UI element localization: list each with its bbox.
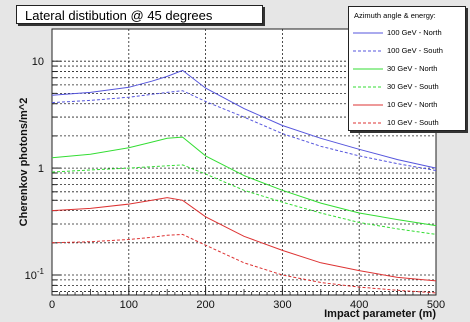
legend-entries: 100 GeV - North 100 GeV - South 30 GeV - N… <box>349 24 465 132</box>
grid-lines <box>52 28 436 295</box>
series-lines <box>51 69 437 294</box>
x-tick-label: 400 <box>350 299 368 311</box>
legend-entry: 10 GeV - North <box>349 96 465 114</box>
y-tick-label: 10 <box>32 56 44 68</box>
legend-label: 10 GeV - South <box>387 118 439 127</box>
legend-entry: 100 GeV - North <box>349 24 465 42</box>
series-line-4 <box>51 164 437 235</box>
x-tick-label: 500 <box>427 299 445 311</box>
series-line-2 <box>51 90 437 171</box>
y-axis-label: Cherenkov photons/m^2 <box>18 98 30 227</box>
x-tick-label: 100 <box>120 299 138 311</box>
legend-title: Azimuth angle & energy: <box>354 11 436 20</box>
y-tick-label: 1 <box>38 163 44 175</box>
legend-swatch <box>353 86 383 88</box>
x-tick-label: 200 <box>196 299 214 311</box>
x-tick-label: 0 <box>49 299 55 311</box>
legend-swatch <box>353 122 383 124</box>
legend-label: 10 GeV - North <box>387 100 438 109</box>
legend-swatch <box>353 104 383 106</box>
legend-entry: 30 GeV - South <box>349 78 465 96</box>
legend-entry: 30 GeV - North <box>349 60 465 78</box>
legend-swatch <box>353 32 383 34</box>
y-tick-exponent: -1 <box>37 267 45 276</box>
x-tick-label: 300 <box>273 299 291 311</box>
series-line-5 <box>51 197 437 282</box>
legend-swatch <box>353 68 383 70</box>
legend-label: 100 GeV - South <box>387 46 443 55</box>
x-axis-label: Impact parameter (m) <box>324 308 436 320</box>
chart-title: Lateral distibution @ 45 degrees <box>16 5 263 24</box>
series-line-1 <box>51 69 437 169</box>
legend-entry: 10 GeV - South <box>349 114 465 132</box>
legend-label: 100 GeV - North <box>387 28 442 37</box>
legend-label: 30 GeV - North <box>387 64 438 73</box>
legend-label: 30 GeV - South <box>387 82 439 91</box>
legend-entry: 100 GeV - South <box>349 42 465 60</box>
y-tick-label: 10-1 <box>25 267 45 282</box>
series-line-3 <box>51 136 437 227</box>
axes: 0 100 200 300 400 500 10 1 10-1 <box>25 28 445 311</box>
legend-swatch <box>353 50 383 52</box>
series-line-6 <box>51 233 437 294</box>
legend: Azimuth angle & energy: 100 GeV - North 1… <box>348 6 466 131</box>
